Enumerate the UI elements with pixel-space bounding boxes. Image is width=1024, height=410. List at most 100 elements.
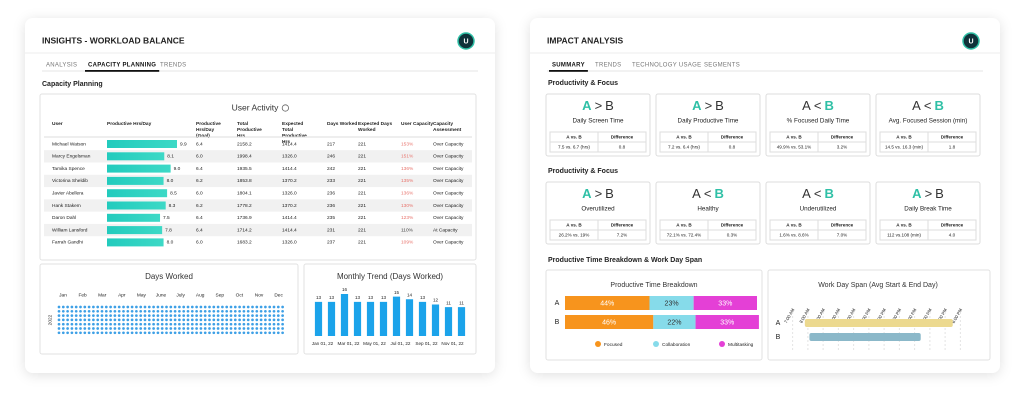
segment-label: 33%	[718, 300, 732, 307]
heatmap-cell	[135, 322, 138, 326]
heatmap-cell	[165, 318, 168, 322]
x-tick-label: Nov 01, 22	[441, 341, 464, 346]
heatmap-cell	[87, 305, 91, 309]
tab[interactable]: SUMMARY	[552, 63, 585, 69]
user-name: Michael Watson	[52, 141, 86, 147]
hours-value: 8.0	[167, 240, 174, 246]
tab[interactable]: TRENDS	[160, 63, 186, 69]
avatar[interactable]	[457, 32, 475, 50]
heatmap-cell	[152, 314, 155, 317]
chart-title: Work Day Span (Avg Start & End Day)	[818, 282, 938, 289]
heatmap-cell	[173, 305, 177, 309]
heatmap-cell	[156, 327, 160, 330]
heatmap-cell	[156, 318, 160, 322]
month-label: Oct	[236, 292, 244, 298]
heatmap-cell	[169, 309, 173, 313]
hours-bar	[107, 201, 166, 210]
heatmap-cell	[143, 331, 147, 335]
heatmap-cell	[178, 305, 181, 309]
hours-value: 8.1	[167, 154, 174, 160]
heatmap-cell	[57, 314, 61, 317]
heatmap-cell	[135, 327, 138, 330]
heatmap-cell	[190, 314, 194, 317]
heatmap-cell	[212, 314, 216, 317]
heatmap-cell	[113, 322, 117, 326]
heatmap-cell	[251, 331, 254, 335]
heatmap-cell	[264, 305, 267, 309]
table-cell: Over Capacity	[433, 154, 464, 160]
heatmap-cell	[212, 327, 216, 330]
heatmap-cell	[186, 318, 190, 322]
heatmap-cell	[268, 322, 272, 326]
heatmap-cell	[246, 327, 250, 330]
stacked-bar-segment	[565, 296, 650, 310]
tab[interactable]: ANALYSIS	[46, 63, 77, 69]
heatmap-cell	[156, 309, 160, 313]
hours-bar	[107, 176, 164, 185]
table-cell: 1414.4	[282, 141, 297, 147]
heatmap-cell	[272, 318, 276, 322]
tab[interactable]: TRENDS	[595, 63, 621, 69]
heatmap-cell	[79, 309, 82, 313]
heatmap-cell	[229, 327, 233, 330]
heatmap-cell	[190, 318, 194, 322]
table-cell: 246	[327, 154, 335, 160]
info-icon[interactable]	[281, 104, 289, 112]
table-title: User Activity	[232, 102, 280, 112]
heatmap-cell	[281, 318, 284, 322]
tab[interactable]: CAPACITY PLANNING	[88, 63, 156, 69]
table-cell: Over Capacity	[433, 178, 464, 184]
table-cell: 221	[358, 227, 366, 233]
chart-title: Monthly Trend (Days Worked)	[337, 272, 443, 281]
heatmap-cell	[147, 327, 151, 330]
tab[interactable]: TECHNOLOGY USAGE	[632, 63, 701, 69]
table-cell: Over Capacity	[433, 141, 464, 147]
heatmap-cell	[126, 327, 130, 330]
tab[interactable]: SEGMENTS	[704, 63, 740, 69]
heatmap-cell	[178, 318, 181, 322]
heatmap-cell	[221, 309, 224, 313]
heatmap-cell	[79, 322, 82, 326]
heatmap-cell	[195, 327, 198, 330]
table-cell: Over Capacity	[433, 203, 464, 209]
heatmap-cell	[182, 309, 186, 313]
bar-value-label: 13	[368, 295, 374, 300]
heatmap-cell	[66, 318, 69, 322]
heatmap-cell	[216, 318, 220, 322]
heatmap-cell	[122, 331, 125, 335]
hours-bar	[107, 152, 165, 161]
heatmap-cell	[264, 309, 267, 313]
heatmap-cell	[233, 322, 237, 326]
heatmap-cell	[74, 331, 78, 335]
heatmap-cell	[229, 314, 233, 317]
category-label: B	[555, 319, 560, 326]
avatar[interactable]	[962, 32, 980, 50]
heatmap-cell	[225, 314, 229, 317]
table-cell: 221	[358, 166, 366, 172]
heatmap-cell	[92, 327, 95, 330]
heatmap-cell	[70, 331, 74, 335]
difference: 0.8	[619, 145, 626, 150]
heatmap-cell	[199, 327, 203, 330]
table-cell: 221	[358, 178, 366, 184]
heatmap-cell	[272, 327, 276, 330]
tab-underline	[85, 70, 160, 72]
hours-value: 9.0	[174, 166, 181, 172]
x-tick-label: Jan 01, 22	[312, 341, 334, 346]
category-label: A	[555, 300, 560, 307]
capacity-value: 136%	[401, 190, 414, 196]
table-cell: 1414.4	[282, 215, 297, 221]
heatmap-cell	[147, 318, 151, 322]
heatmap-cell	[74, 305, 78, 309]
heatmap-cell	[104, 314, 108, 317]
heatmap-cell	[122, 318, 125, 322]
table-cell: Over Capacity	[433, 240, 464, 246]
legend-label: Focused	[604, 342, 623, 348]
table-cell: 221	[358, 141, 366, 147]
table-cell: Over Capacity	[433, 166, 464, 172]
heatmap-cell	[178, 331, 181, 335]
heatmap-cell	[255, 314, 259, 317]
heatmap-cell	[251, 305, 254, 309]
difference: 4.0	[949, 233, 956, 238]
heatmap-cell	[66, 322, 69, 326]
